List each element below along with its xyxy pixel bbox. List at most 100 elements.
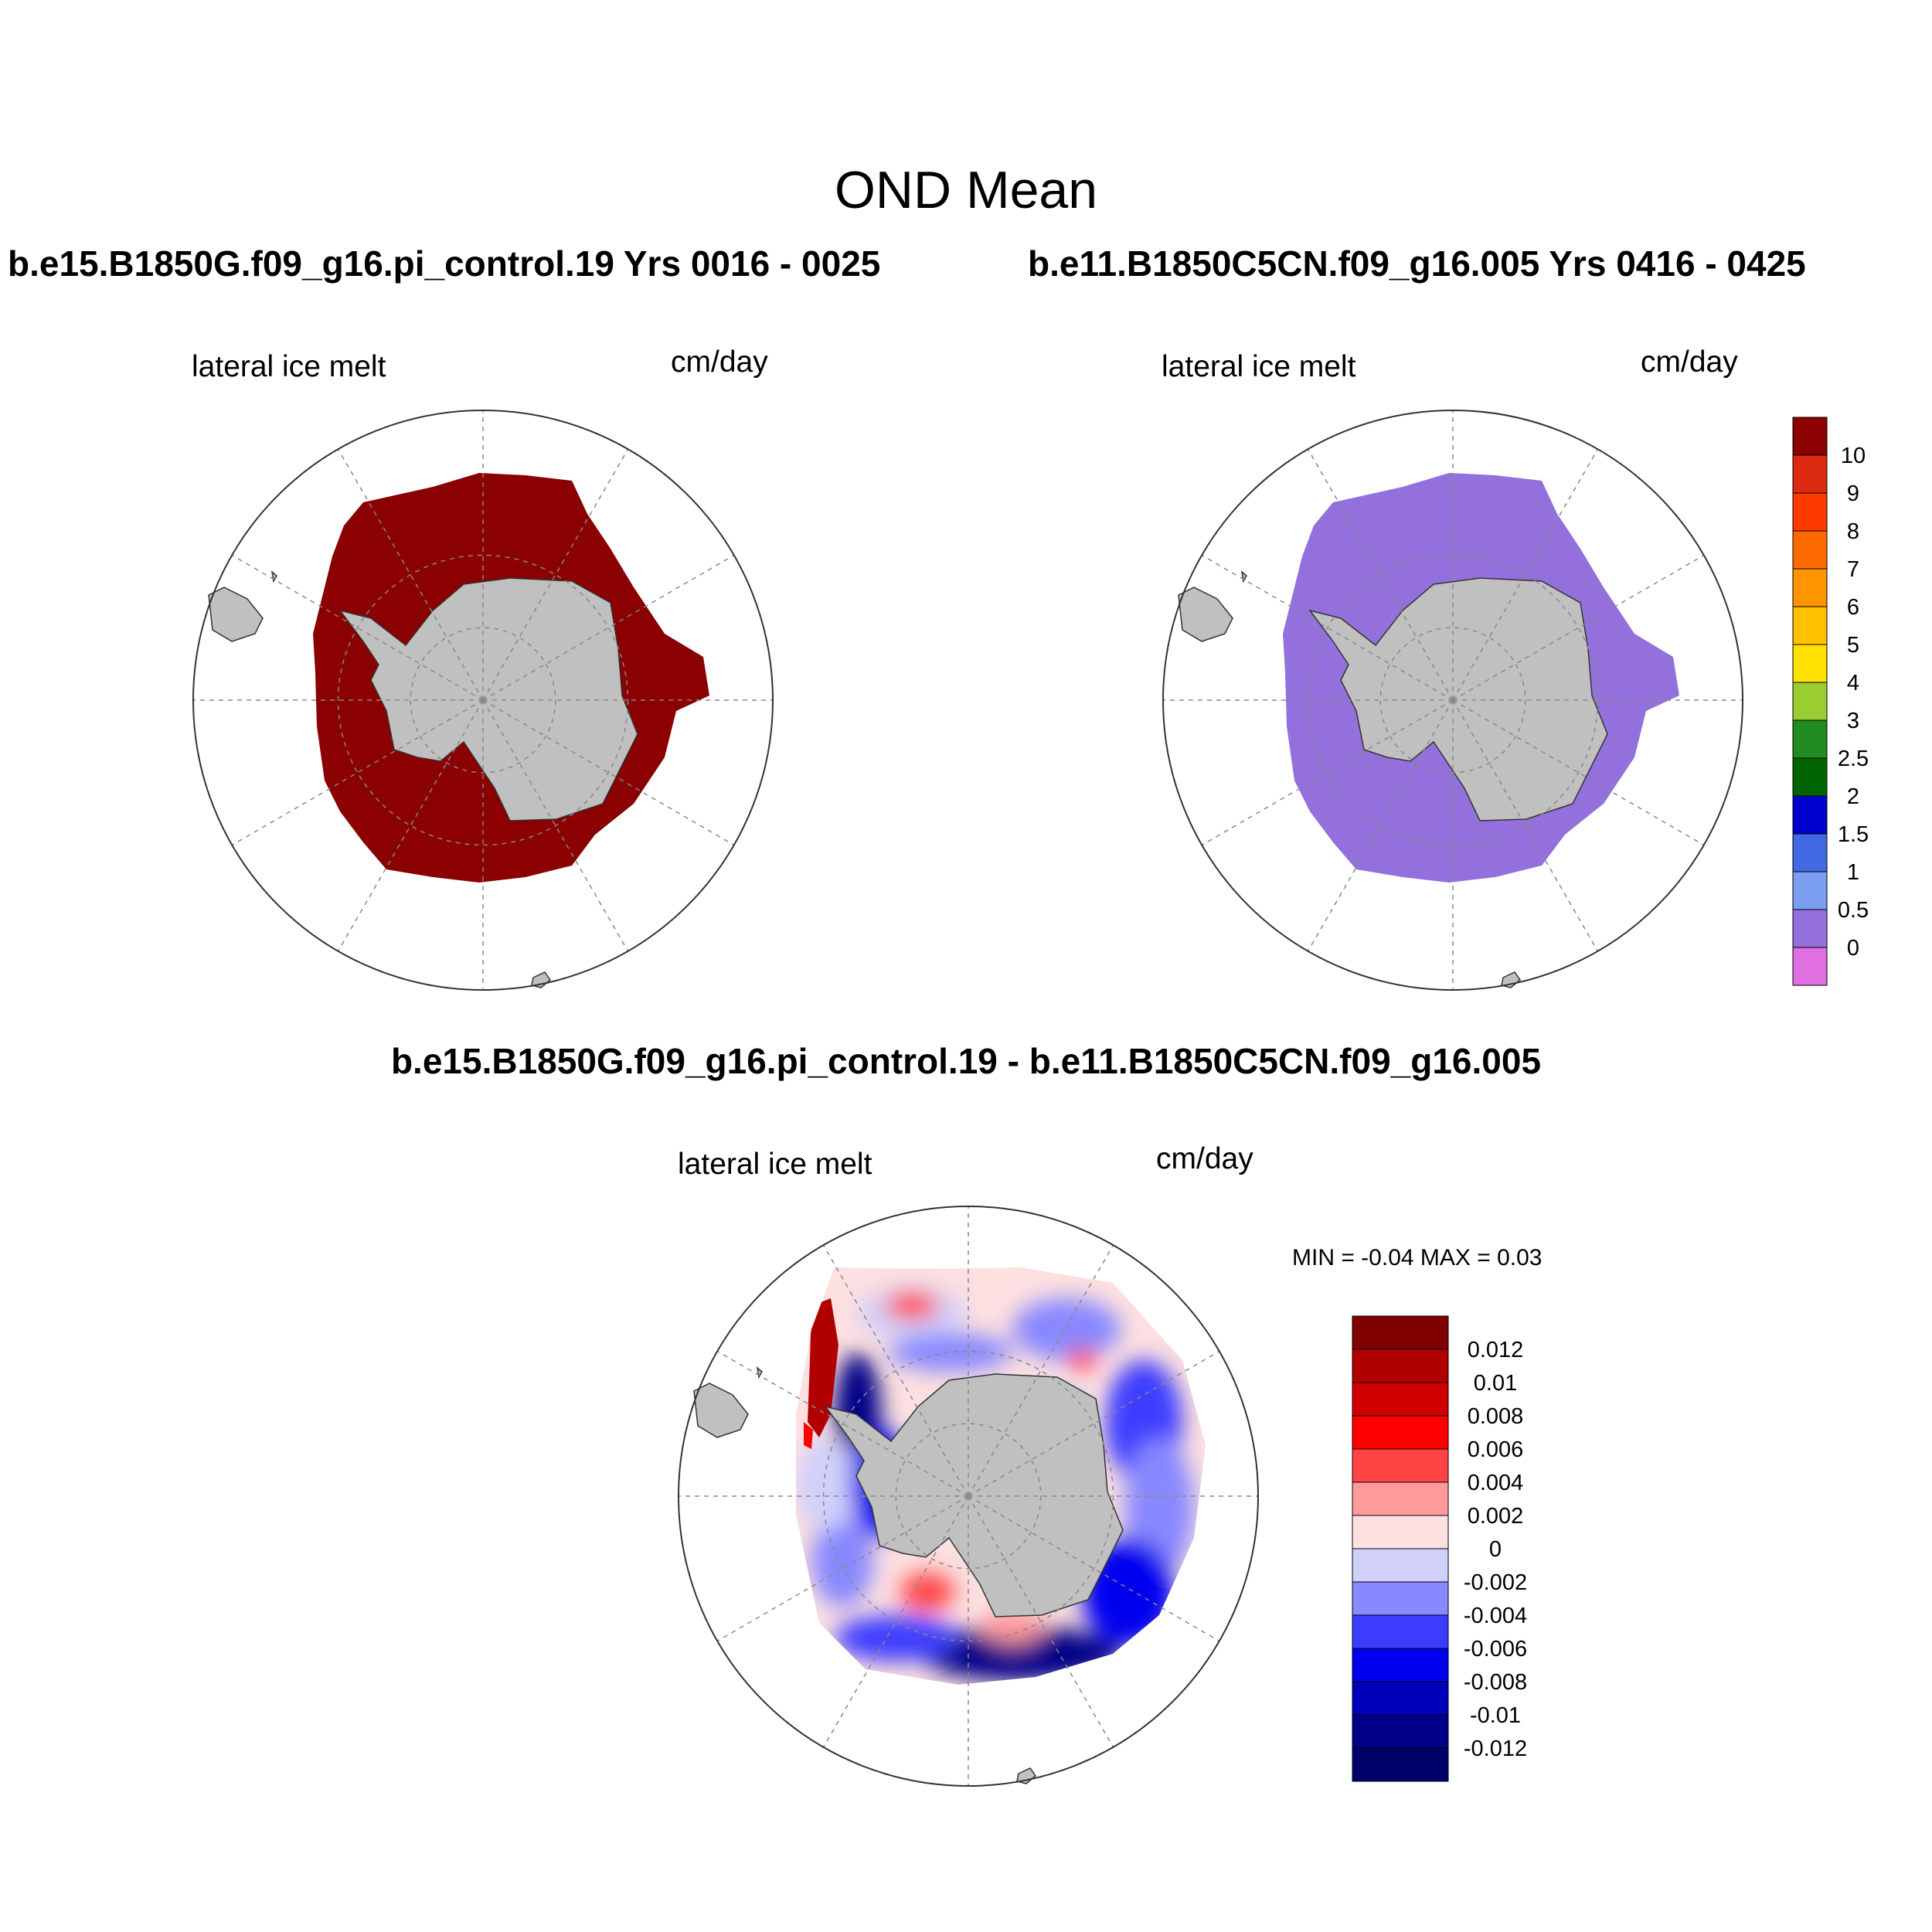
panel-1-map-grid — [193, 410, 773, 990]
colorbar-difference-swatch — [1352, 1714, 1449, 1749]
meridian-line — [968, 1495, 1220, 1642]
colorbar-top-swatch — [1792, 909, 1828, 948]
colorbar-difference-swatch — [1352, 1481, 1449, 1516]
latitude-circle — [410, 627, 556, 774]
meridian-line — [231, 554, 484, 701]
colorbar-top-swatch — [1792, 568, 1828, 607]
meridian-line — [716, 1350, 969, 1497]
colorbar-difference-swatch — [1352, 1382, 1449, 1417]
colorbar-top-swatch — [1792, 454, 1828, 494]
colorbar-top-label: 8 — [1847, 519, 1859, 544]
colorbar-difference-label: -0.008 — [1464, 1670, 1527, 1695]
colorbar-top-label: 2.5 — [1838, 747, 1869, 771]
meridian-line — [716, 1495, 969, 1642]
panel-2-variable-label: lateral ice melt — [1162, 350, 1356, 383]
colorbar-top-swatch — [1792, 417, 1828, 456]
meridian-line — [482, 448, 629, 701]
difference-minmax: MIN = -0.04 MAX = 0.03 — [1292, 1245, 1543, 1270]
colorbar-difference-label: -0.006 — [1464, 1637, 1527, 1662]
difference-map — [678, 1206, 1259, 1787]
panel-2-title: b.e11.B1850C5CN.f09_g16.005 Yrs 0416 - 0… — [1028, 243, 1806, 284]
colorbar-difference-label: -0.01 — [1470, 1703, 1521, 1728]
panel-1-title: b.e15.B1850G.f09_g16.pi_control.19 Yrs 0… — [8, 243, 881, 284]
colorbar-top-label: 2 — [1847, 784, 1859, 809]
colorbar-difference-swatch — [1352, 1581, 1449, 1616]
colorbar-difference-label: -0.002 — [1464, 1570, 1527, 1595]
colorbar-difference-label: -0.012 — [1464, 1736, 1527, 1761]
meridian-line — [968, 1495, 1114, 1748]
difference-variable-label: lateral ice melt — [678, 1148, 872, 1181]
latitude-circle — [895, 1423, 1042, 1570]
difference-title: b.e15.B1850G.f09_g16.pi_control.19 - b.e… — [390, 1041, 1542, 1081]
colorbar-top-label: 3 — [1847, 709, 1859, 733]
colorbar-difference-label: 0.004 — [1468, 1471, 1524, 1495]
colorbar-top-label: 6 — [1847, 595, 1859, 620]
colorbar-difference-swatch — [1352, 1648, 1449, 1682]
meridian-line — [1452, 554, 1705, 701]
colorbar-difference-swatch — [1352, 1349, 1449, 1383]
latitude-circle — [1307, 554, 1599, 846]
meridian-line — [1201, 699, 1454, 846]
panel-1-units-label: cm/day — [671, 345, 768, 379]
colorbar-top-swatch — [1792, 492, 1828, 532]
meridian-line — [968, 1350, 1220, 1497]
colorbar-difference-label: 0 — [1489, 1537, 1502, 1562]
panel-2-antarctica-land — [1178, 570, 1608, 988]
colorbar-difference-label: 0.012 — [1468, 1338, 1524, 1362]
panel-1-antarctica-land — [208, 570, 638, 988]
meridian-line — [337, 448, 484, 701]
panel-2-map — [1162, 410, 1743, 991]
colorbar-difference-swatch — [1352, 1448, 1449, 1483]
meridian-line — [1452, 699, 1705, 846]
meridian-line — [1307, 699, 1454, 952]
colorbar-top-swatch — [1792, 795, 1828, 835]
meridian-line — [1307, 448, 1454, 701]
panel-2-map-grid — [1163, 410, 1743, 990]
colorbar-top-label: 7 — [1847, 557, 1859, 582]
panel-1-map — [192, 410, 774, 991]
meridian-line — [482, 554, 735, 701]
colorbar-top-swatch — [1792, 757, 1828, 797]
colorbar-difference-label: 0.002 — [1468, 1504, 1524, 1529]
colorbar-difference-swatch — [1352, 1515, 1449, 1549]
difference-map-border — [678, 1206, 1259, 1787]
meridian-line — [1452, 448, 1599, 701]
panel-2-map-border — [1162, 410, 1743, 991]
colorbar-difference-label: 0.006 — [1468, 1437, 1524, 1462]
difference-units-label: cm/day — [1156, 1142, 1253, 1175]
meridian-line — [231, 699, 484, 846]
colorbar-difference-label: 0.01 — [1474, 1371, 1517, 1396]
colorbar-top-swatch — [1792, 833, 1828, 872]
colorbar-top-label: 1.5 — [1838, 822, 1869, 847]
colorbar-top-swatch — [1792, 871, 1828, 910]
colorbar-top-swatch — [1792, 719, 1828, 759]
colorbar-difference-swatch — [1352, 1614, 1449, 1649]
meridian-line — [822, 1495, 969, 1748]
colorbar-top-swatch — [1792, 644, 1828, 683]
meridian-line — [822, 1244, 969, 1497]
colorbar-top-label: 10 — [1841, 444, 1866, 468]
latitude-circle — [822, 1350, 1114, 1642]
colorbar-difference-swatch — [1352, 1415, 1449, 1450]
difference-map-grid — [679, 1206, 1258, 1786]
colorbar-top-swatch — [1792, 530, 1828, 570]
colorbar-difference-swatch — [1352, 1315, 1449, 1350]
meridian-line — [482, 699, 629, 952]
panel-2-units-label: cm/day — [1641, 345, 1738, 379]
colorbar-difference-swatch — [1352, 1681, 1449, 1716]
colorbar-top-label: 5 — [1847, 633, 1859, 658]
colorbar-difference: 0.012 0.01 0.008 0.006 0.004 0.002 0 -0.002 -0.0… — [1352, 1315, 1527, 1782]
colorbar-difference-swatch — [1352, 1548, 1449, 1583]
colorbar-top-label: 1 — [1847, 860, 1859, 885]
colorbar-top: 10 9 8 7 6 5 4 3 2.5 2 1.5 1 0.5 0 — [1792, 417, 1869, 986]
colorbar-difference-label: -0.004 — [1464, 1604, 1527, 1628]
colorbar-top-label: 0.5 — [1838, 898, 1869, 923]
meridian-line — [968, 1244, 1114, 1497]
colorbar-top-label: 4 — [1847, 671, 1859, 696]
colorbar-difference-swatch — [1352, 1747, 1449, 1782]
main-title: OND Mean — [834, 161, 1098, 219]
panel-1-variable-label: lateral ice melt — [192, 350, 386, 383]
colorbar-top-label: 9 — [1847, 481, 1859, 506]
latitude-circle — [1379, 627, 1526, 774]
